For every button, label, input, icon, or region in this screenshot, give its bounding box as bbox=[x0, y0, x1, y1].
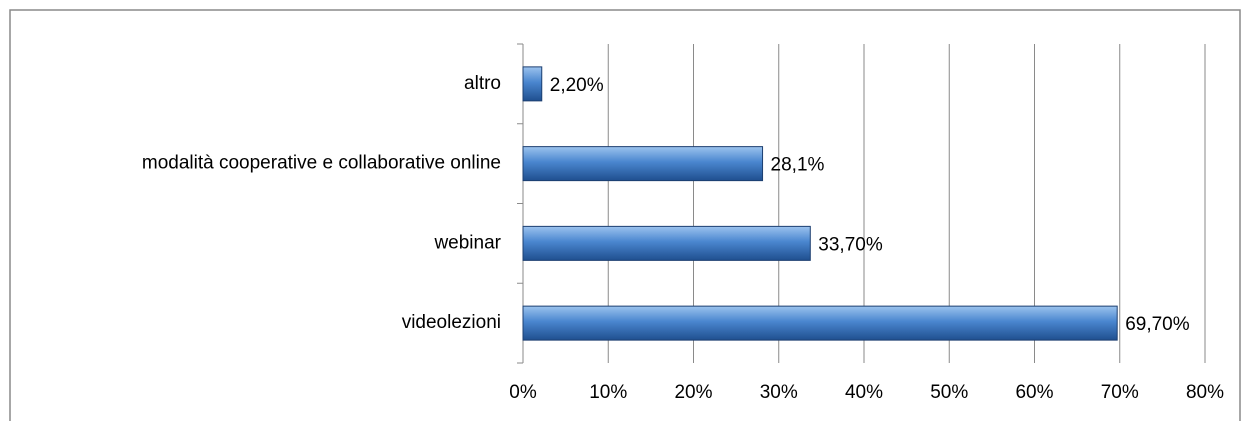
data-label: 69,70% bbox=[1125, 314, 1190, 335]
x-tick-label: 70% bbox=[1101, 382, 1139, 403]
x-tick-label: 0% bbox=[509, 382, 537, 403]
y-tick-label: altro bbox=[464, 73, 501, 94]
data-label: 2,20% bbox=[550, 75, 604, 96]
chart-frame bbox=[9, 9, 1241, 421]
y-tick-label: webinar bbox=[433, 232, 501, 253]
bar bbox=[522, 66, 543, 102]
data-label: 33,70% bbox=[818, 234, 883, 255]
x-tick-label: 30% bbox=[760, 382, 798, 403]
x-tick-label: 40% bbox=[845, 382, 883, 403]
x-tick-label: 20% bbox=[674, 382, 712, 403]
bar bbox=[522, 305, 1118, 341]
x-tick-label: 50% bbox=[930, 382, 968, 403]
data-label: 28,1% bbox=[771, 155, 825, 176]
bar bbox=[522, 225, 811, 261]
x-tick-label: 80% bbox=[1186, 382, 1224, 403]
x-tick-label: 10% bbox=[589, 382, 627, 403]
y-tick-label: modalità cooperative e collaborative onl… bbox=[142, 153, 501, 174]
y-tick-label: videolezioni bbox=[402, 312, 501, 333]
bar bbox=[522, 146, 764, 182]
x-tick-label: 60% bbox=[1015, 382, 1053, 403]
